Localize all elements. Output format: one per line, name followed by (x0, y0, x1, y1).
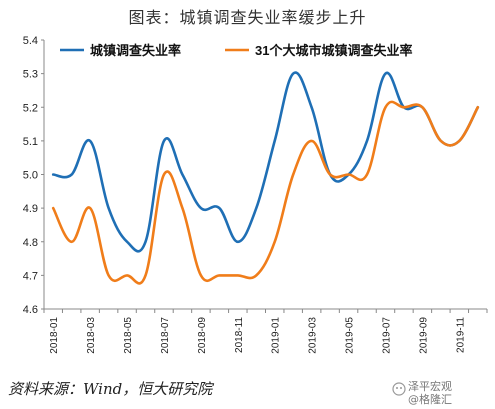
series-lines (51, 71, 480, 285)
y-tick-label: 4.6 (23, 304, 38, 316)
x-tick-label: 2019-07 (381, 317, 392, 354)
x-tick-label: 2018-03 (86, 317, 97, 354)
x-tick-label: 2018-05 (123, 317, 134, 354)
source-note: 资料来源：Wind，恒大研究院 (8, 380, 213, 398)
series-line-1 (51, 71, 480, 253)
y-tick-label: 5.4 (23, 35, 38, 47)
x-tick-label: 2018-01 (49, 317, 60, 354)
legend-label-2: 31个大城市城镇调查失业率 (255, 43, 412, 58)
x-tick-label: 2019-01 (271, 317, 282, 354)
watermark-line2: @格隆汇 (408, 393, 452, 406)
x-tick-label: 2018-07 (160, 317, 171, 354)
watermark-line1: 泽平宏观 (408, 380, 452, 393)
legend: 城镇调查失业率 31个大城市城镇调查失业率 (60, 43, 412, 58)
x-tick-label: 2018-11 (234, 317, 245, 353)
y-tick-label: 4.9 (23, 203, 38, 215)
y-tick-label: 4.7 (23, 270, 38, 282)
x-tick-label: 2019-09 (418, 317, 429, 354)
y-tick-label: 5.1 (23, 136, 38, 148)
y-tick-label: 5.3 (23, 69, 38, 81)
series-line-2 (51, 100, 480, 285)
x-tick-label: 2018-09 (197, 317, 208, 354)
watermark: 泽平宏观 @格隆汇 (408, 380, 452, 406)
chart-title: 图表：城镇调查失业率缓步上升 (128, 8, 367, 27)
y-tick-label: 5.2 (23, 102, 38, 114)
y-tick-label: 4.8 (23, 237, 38, 249)
x-tick-label: 2019-03 (308, 317, 319, 354)
x-tick-label: 2019-11 (455, 317, 466, 353)
y-axis-ticks: 5.4 5.3 5.2 5.1 5.0 4.9 4.8 4.7 4.6 (23, 35, 44, 316)
x-axis-ticks: 2018-01 2018-03 2018-05 2018-07 2018-09 2018-… (43, 309, 488, 354)
watermark-icon (392, 382, 406, 396)
y-tick-label: 5.0 (23, 170, 38, 182)
legend-label-1: 城镇调查失业率 (90, 43, 181, 58)
x-tick-label: 2019-05 (345, 317, 356, 354)
